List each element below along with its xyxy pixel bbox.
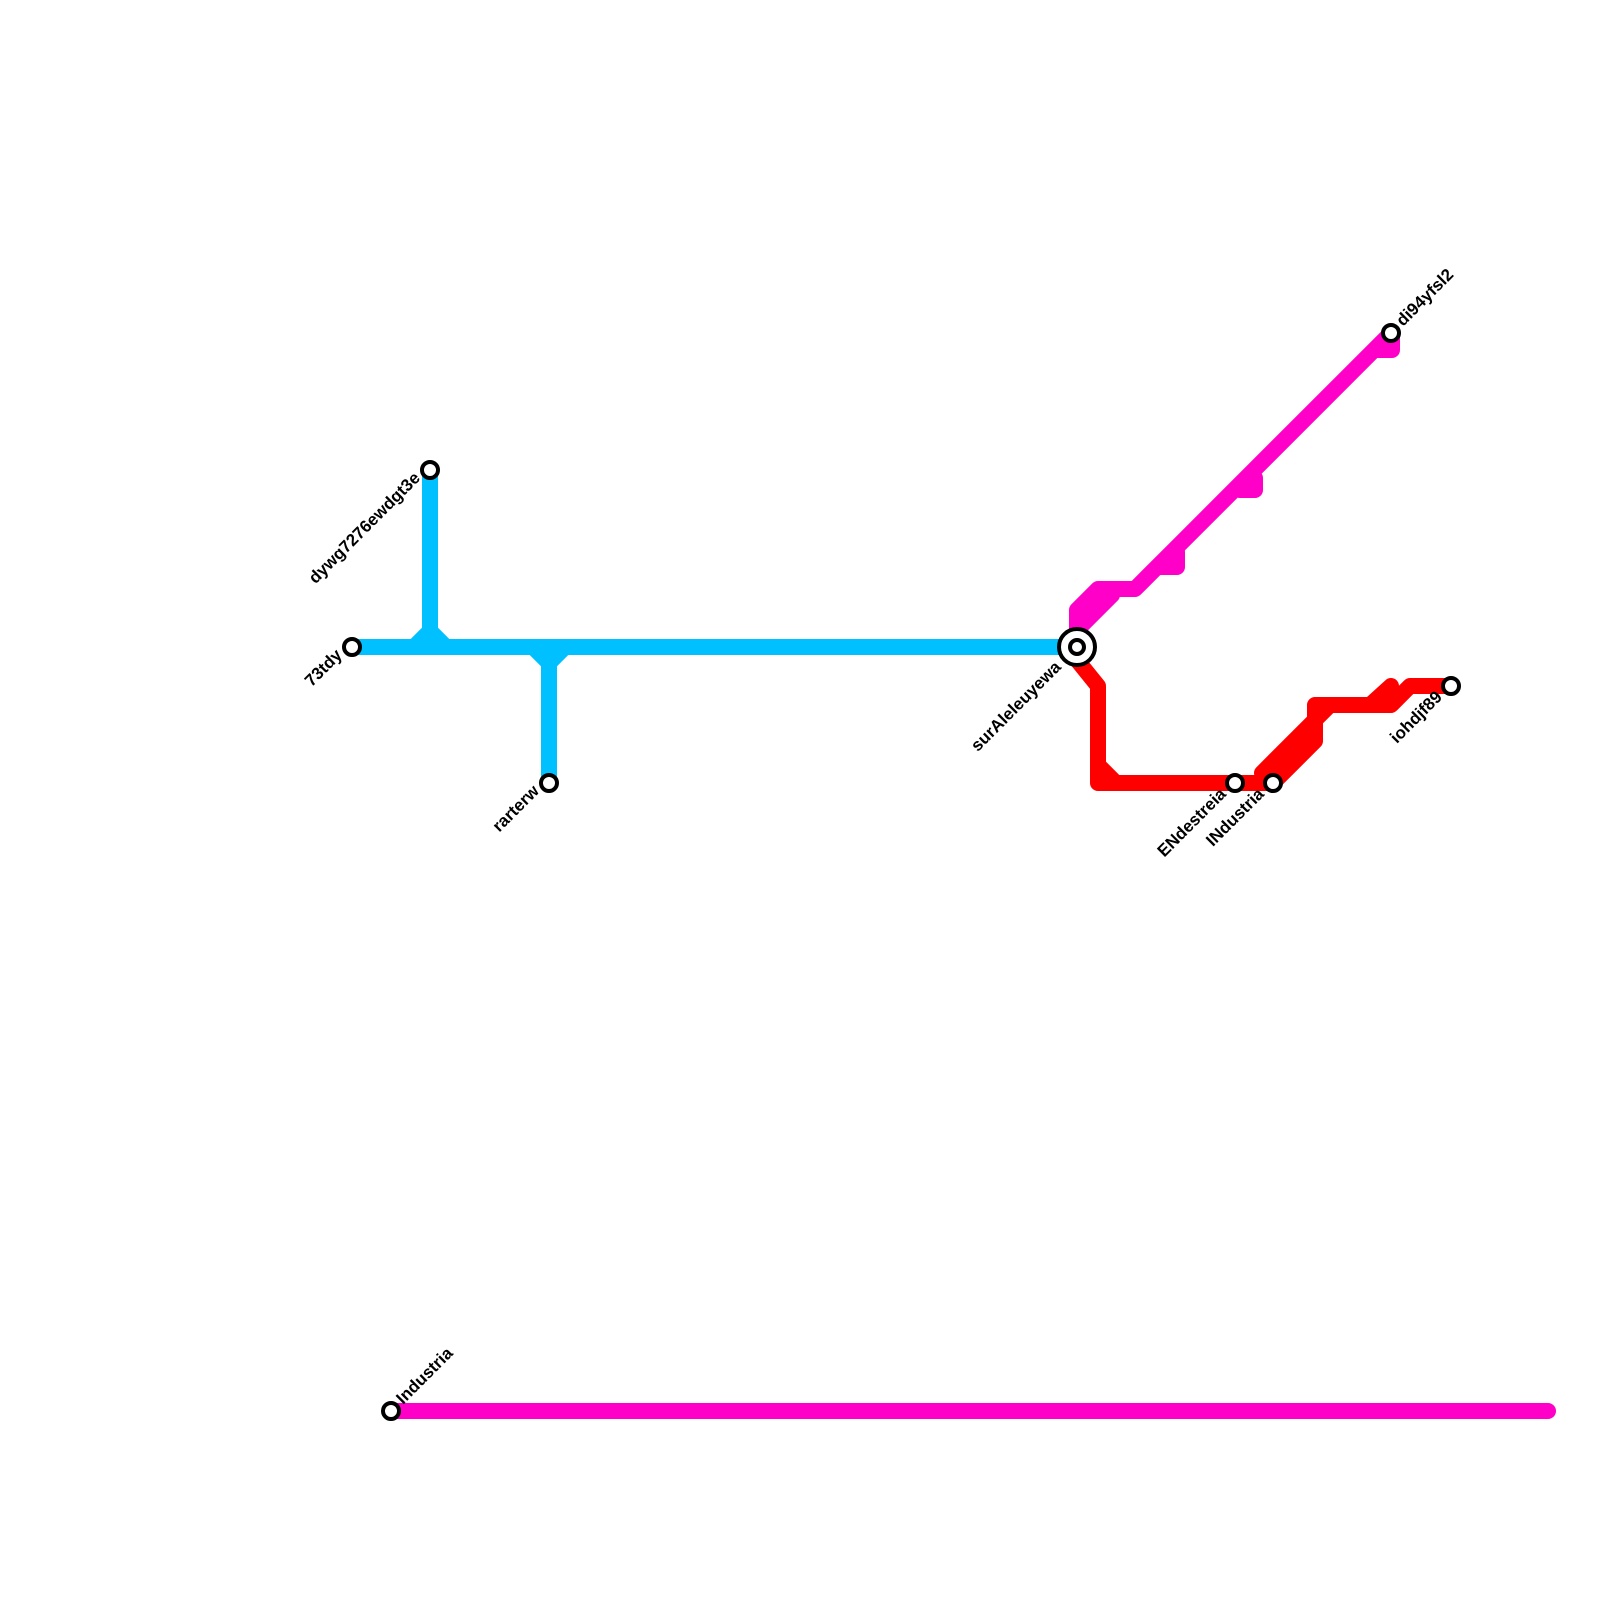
red-segment — [1069, 652, 1459, 791]
label-dywg7276ewdgt3e: dywg7276ewdgt3e — [305, 468, 424, 587]
cyan-branch-south — [527, 641, 571, 791]
station-di94yfsl2[interactable] — [1381, 323, 1401, 343]
interchange-surAleleuyewa[interactable] — [1057, 627, 1097, 667]
station-Industria[interactable] — [381, 1401, 401, 1421]
station-iohdjf89[interactable] — [1441, 676, 1461, 696]
line-magenta-north — [1069, 325, 1400, 648]
line-red — [1069, 652, 1459, 791]
label-surAleleuyewa: surAleleuyewa — [967, 657, 1065, 755]
red-segment-inner — [1090, 678, 1399, 791]
station-INdustria[interactable] — [1263, 773, 1283, 793]
line-cyan — [344, 462, 1085, 791]
cyan-branch-north — [408, 462, 452, 653]
station-dywg7276ewdgt3e[interactable] — [420, 460, 440, 480]
station-ENdestreia[interactable] — [1225, 773, 1245, 793]
label-rarterw: rarterw — [489, 781, 544, 836]
station-rarterw[interactable] — [539, 773, 559, 793]
stations — [342, 323, 1461, 1421]
label-di94yfsl2: di94yfsl2 — [1392, 265, 1457, 330]
label-73tdy: 73tdy — [301, 645, 346, 690]
station-73tdy[interactable] — [342, 637, 362, 657]
label-Industria: Industria — [392, 1343, 457, 1408]
magenta-segment-inner — [1072, 587, 1120, 635]
interchange-inner-ring — [1068, 638, 1086, 656]
